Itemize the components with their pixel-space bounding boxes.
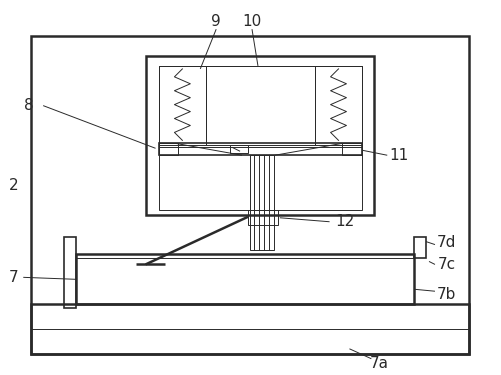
Bar xyxy=(342,143,362,155)
Text: 8: 8 xyxy=(25,98,34,113)
Bar xyxy=(158,143,362,155)
Bar xyxy=(64,237,76,308)
Text: 12: 12 xyxy=(334,214,353,229)
Text: 7a: 7a xyxy=(369,356,388,371)
Bar xyxy=(158,66,206,146)
Bar xyxy=(145,56,374,215)
Text: 7: 7 xyxy=(9,270,18,285)
Bar xyxy=(249,155,274,249)
Bar xyxy=(158,143,178,155)
Bar xyxy=(158,66,362,210)
Text: 7b: 7b xyxy=(436,287,456,302)
Text: 2: 2 xyxy=(9,177,18,192)
Text: 7c: 7c xyxy=(437,257,455,272)
Text: 10: 10 xyxy=(242,14,261,29)
Bar xyxy=(229,146,247,153)
Text: 9: 9 xyxy=(211,14,220,29)
Bar xyxy=(31,304,468,354)
Bar xyxy=(413,237,425,258)
Bar xyxy=(76,255,413,304)
Bar xyxy=(31,36,468,354)
Text: 11: 11 xyxy=(389,148,408,163)
Text: 7d: 7d xyxy=(436,235,456,250)
Bar xyxy=(247,210,277,225)
Bar xyxy=(314,66,362,146)
Bar xyxy=(206,66,314,146)
